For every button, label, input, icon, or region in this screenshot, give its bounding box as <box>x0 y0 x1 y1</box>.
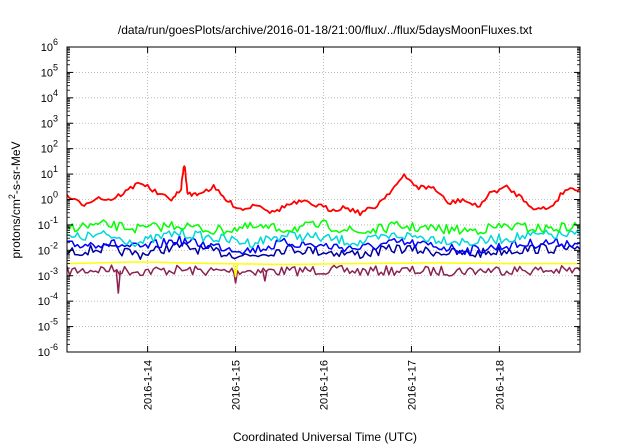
y-tick-label: 103 <box>41 113 58 130</box>
series-spike <box>232 270 239 284</box>
y-tick-label: 10-6 <box>38 342 58 359</box>
y-tick-label: 10-3 <box>38 266 58 283</box>
y-tick-label: 102 <box>41 139 58 156</box>
y-tick-label: 106 <box>41 37 58 54</box>
series-spike <box>115 270 122 294</box>
y-tick-label: 10-5 <box>38 317 58 334</box>
series-line <box>66 219 581 235</box>
x-axis-label: Coordinated Universal Time (UTC) <box>233 430 417 444</box>
y-axis-label-sup: 2 <box>7 194 17 199</box>
x-tick-label: 2016-1-16 <box>319 360 331 410</box>
series-spike <box>262 270 268 282</box>
chart-title: /data/run/goesPlots/archive/2016-01-18/2… <box>118 23 533 37</box>
grid <box>67 46 580 353</box>
x-tick-label: 2016-1-17 <box>406 360 418 410</box>
x-tick-label: 2016-1-14 <box>143 360 155 410</box>
series-layer <box>66 165 581 294</box>
y-tick-labels: 10-6 10-5 10-4 10-3 10-2 10-1 100 101 102 103 104 1… <box>38 37 58 359</box>
y-tick-label: 10-2 <box>38 240 58 257</box>
y-axis-label: protons/cm2-s-sr-MeV <box>7 141 23 258</box>
y-tick-label: 104 <box>41 88 58 105</box>
y-tick-label: 105 <box>41 62 58 79</box>
y-axis-label-rest: -s-sr-MeV <box>9 141 23 194</box>
series-line <box>66 261 580 266</box>
series-line <box>66 264 581 277</box>
y-tick-label: 10-4 <box>38 291 58 308</box>
y-tick-label: 101 <box>41 164 58 181</box>
y-axis-label-main: protons/cm <box>9 199 23 258</box>
series-spike <box>232 263 239 278</box>
ticks <box>67 46 580 353</box>
series-line <box>66 165 581 217</box>
y-tick-label: 100 <box>41 190 58 207</box>
series-line <box>66 227 581 248</box>
x-tick-label: 2016-1-15 <box>231 360 243 410</box>
series-line <box>66 241 581 260</box>
y-tick-label: 10-1 <box>38 215 58 232</box>
x-tick-label: 2016-1-18 <box>494 360 506 410</box>
x-tick-labels: 2016-1-14 2016-1-15 2016-1-16 2016-1-17 2016… <box>143 360 507 410</box>
